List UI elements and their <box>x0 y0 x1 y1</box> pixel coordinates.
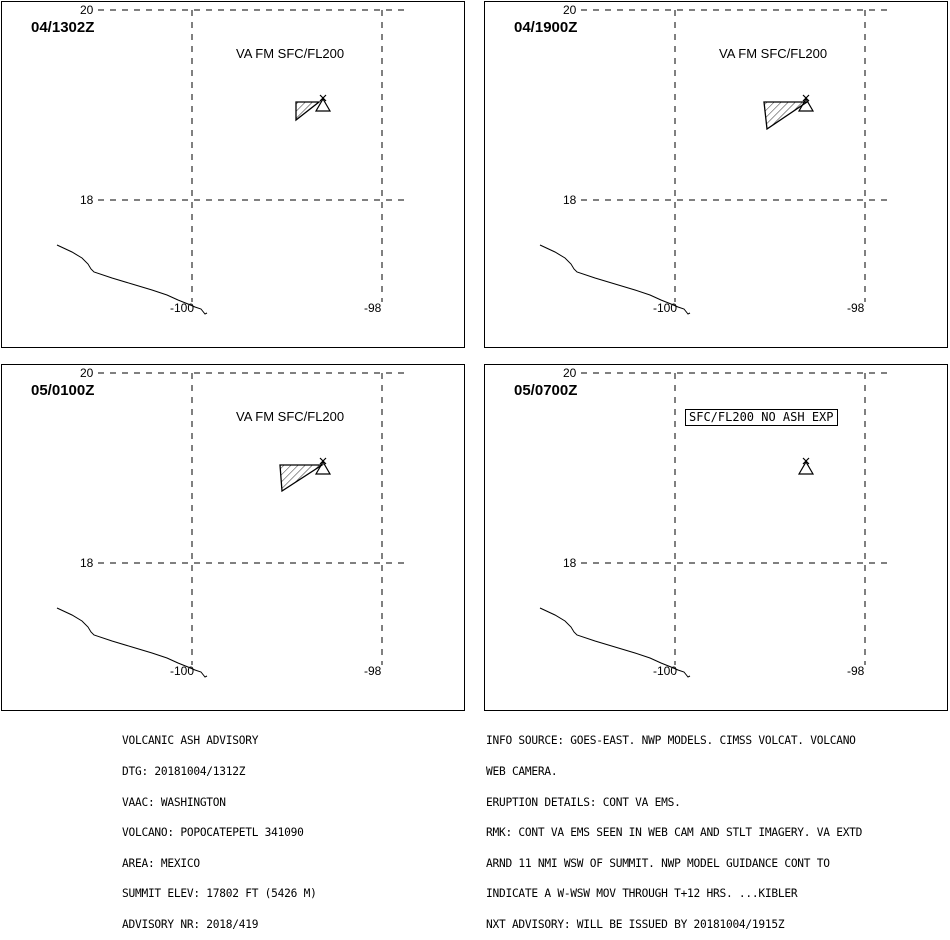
coastline <box>56 244 208 315</box>
advisory-line: AREA: MEXICO <box>122 856 200 870</box>
info-line: NXT ADVISORY: WILL BE ISSUED BY 20181004… <box>486 918 785 932</box>
volcano-eruption-mark <box>319 457 327 465</box>
lon-tick-label: -98 <box>364 301 382 315</box>
volcano-eruption-mark <box>319 94 327 102</box>
coastline <box>56 607 208 678</box>
lat-tick-label: 20 <box>80 366 94 380</box>
lon-tick-label: -98 <box>847 301 865 315</box>
map-panel-4: 20 18 -100 -98 05/0700Z SFC/FL200 NO ASH EXP <box>484 364 948 711</box>
lat-tick-label: 20 <box>80 3 94 17</box>
advisory-info-block: INFO SOURCE: GOES-EAST. NWP MODELS. CIMS… <box>486 716 862 940</box>
advisory-line: SUMMIT ELEV: 17802 FT (5426 M) <box>122 887 317 901</box>
advisory-line: VOLCANO: POPOCATEPETL 341090 <box>122 826 304 840</box>
no-ash-label: SFC/FL200 NO ASH EXP <box>685 409 838 426</box>
lat-tick-label: 20 <box>563 366 577 380</box>
advisory-header-block: VOLCANIC ASH ADVISORY DTG: 20181004/1312… <box>122 716 317 940</box>
volcano-eruption-mark <box>802 457 810 465</box>
panel-valid-time: 04/1900Z <box>514 19 578 36</box>
map-canvas: 20 18 -100 -98 <box>539 3 893 315</box>
info-line: WEB CAMERA. <box>486 765 558 779</box>
lon-tick-label: -100 <box>170 664 194 678</box>
panel-valid-time: 05/0700Z <box>514 382 578 399</box>
ash-level-label: VA FM SFC/FL200 <box>236 409 345 424</box>
ash-cloud-polygon <box>279 464 325 493</box>
ash-level-label: VA FM SFC/FL200 <box>236 46 345 61</box>
advisory-line: DTG: 20181004/1312Z <box>122 765 246 779</box>
lat-tick-label: 18 <box>563 556 577 570</box>
coastline <box>539 244 691 315</box>
map-panel-1: 20 18 -100 -98 04/1302Z VA FM SFC/FL200 <box>1 1 465 348</box>
info-line: ARND 11 NMI WSW OF SUMMIT. NWP MODEL GUI… <box>486 856 830 870</box>
lon-tick-label: -100 <box>170 301 194 315</box>
panel-valid-time: 04/1302Z <box>31 19 95 36</box>
lon-tick-label: -98 <box>847 664 865 678</box>
lon-tick-label: -98 <box>364 664 382 678</box>
advisory-line: VAAC: WASHINGTON <box>122 795 226 809</box>
info-line: INDICATE A W-WSW MOV THROUGH T+12 HRS. .… <box>486 887 798 901</box>
map-canvas: 20 18 -100 -98 <box>56 366 410 678</box>
lat-tick-label: 20 <box>563 3 577 17</box>
lat-tick-label: 18 <box>80 556 94 570</box>
lon-tick-label: -100 <box>653 301 677 315</box>
info-line: RMK: CONT VA EMS SEEN IN WEB CAM AND STL… <box>486 826 863 840</box>
volcano-icon <box>797 460 815 475</box>
advisory-line: ADVISORY NR: 2018/419 <box>122 918 259 932</box>
map-panel-2: 20 18 -100 -98 04/1900Z VA FM SFC/FL200 <box>484 1 948 348</box>
map-canvas: 20 18 -100 -98 <box>539 366 893 678</box>
ash-level-label: VA FM SFC/FL200 <box>719 46 828 61</box>
volcano-icon <box>314 460 332 475</box>
lon-tick-label: -100 <box>653 664 677 678</box>
volcano-icon <box>314 97 332 112</box>
advisory-line: VOLCANIC ASH ADVISORY <box>122 734 259 748</box>
ash-cloud-polygon <box>763 101 810 131</box>
info-line: INFO SOURCE: GOES-EAST. NWP MODELS. CIMS… <box>486 734 856 748</box>
lat-tick-label: 18 <box>563 193 577 207</box>
volcano-eruption-mark <box>802 94 810 102</box>
ash-cloud-polygon <box>295 101 321 122</box>
info-line: ERUPTION DETAILS: CONT VA EMS. <box>486 795 681 809</box>
lat-tick-label: 18 <box>80 193 94 207</box>
panel-valid-time: 05/0100Z <box>31 382 95 399</box>
map-canvas: 20 18 -100 -98 <box>56 3 410 315</box>
map-panel-3: 20 18 -100 -98 05/0100Z VA FM SFC/FL200 <box>1 364 465 711</box>
coastline <box>539 607 691 678</box>
